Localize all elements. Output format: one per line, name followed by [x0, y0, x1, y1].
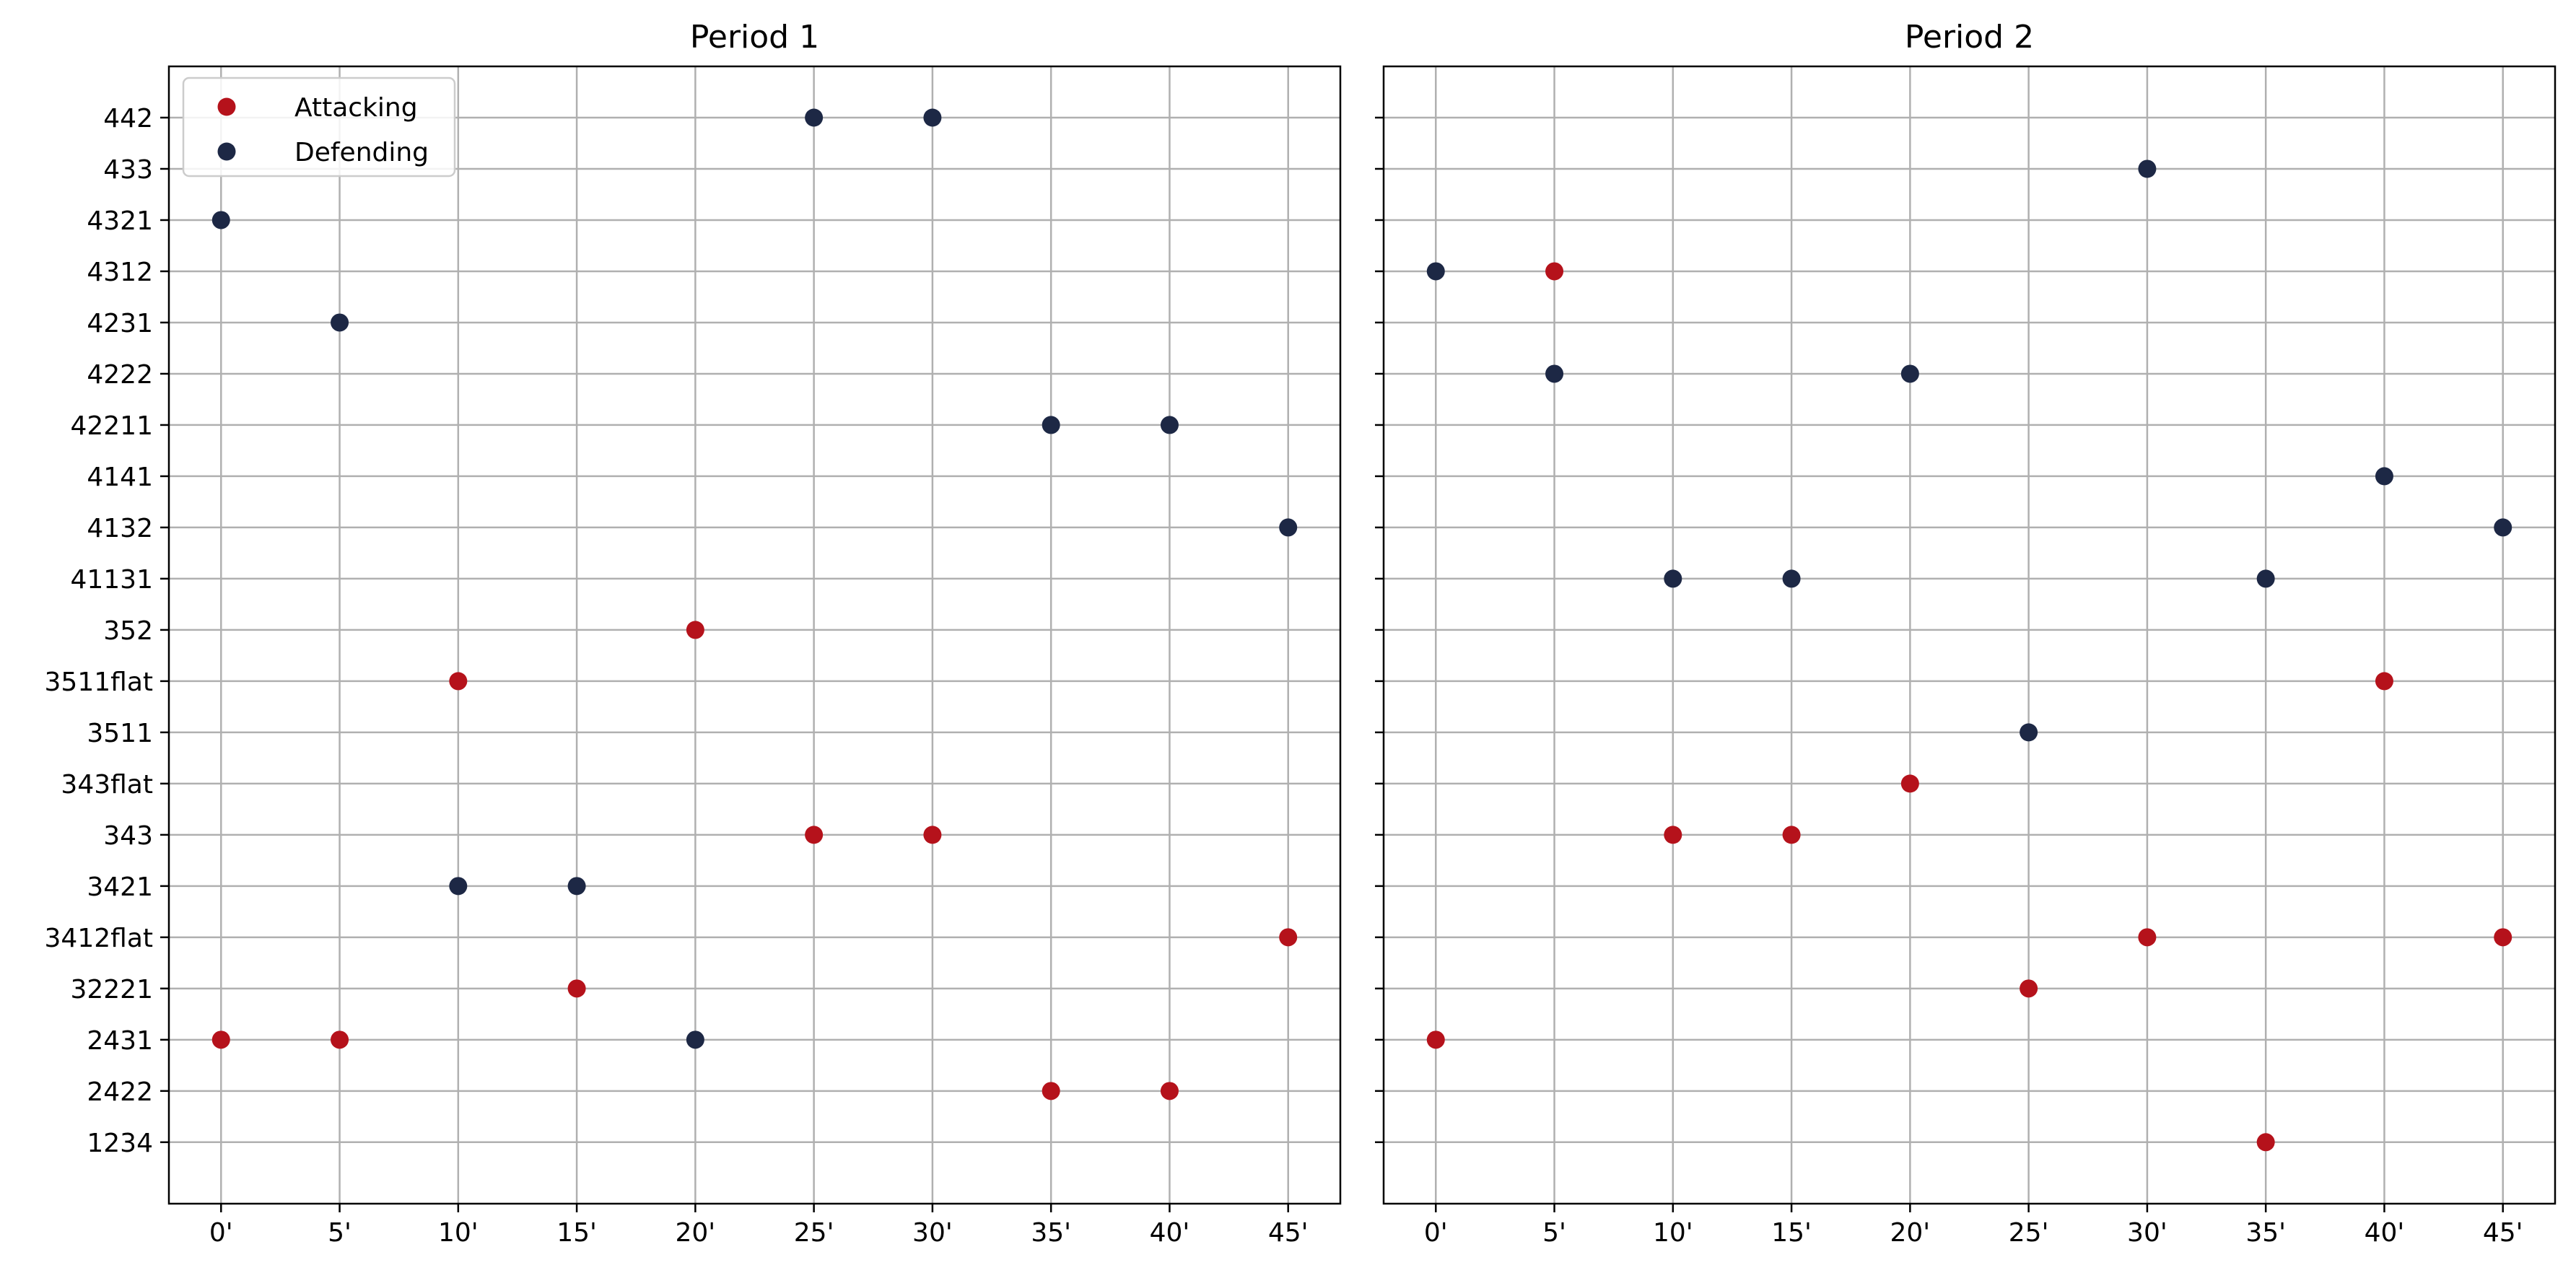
data-point-attacking — [567, 979, 586, 998]
y-tick-label: 352 — [103, 616, 153, 646]
data-point-attacking — [686, 621, 704, 639]
legend-label: Defending — [294, 138, 429, 167]
x-tick-label: 0' — [209, 1218, 233, 1248]
x-tick-label: 35' — [1031, 1218, 1071, 1248]
y-tick-label: 2431 — [87, 1026, 153, 1056]
data-point-attacking — [2020, 979, 2038, 998]
data-point-attacking — [1900, 774, 1919, 793]
data-point-defending — [686, 1030, 704, 1049]
data-point-defending — [2494, 518, 2512, 537]
legend-marker-attacking — [217, 97, 236, 116]
data-point-attacking — [1782, 826, 1801, 844]
x-tick-label: 45' — [1268, 1218, 1309, 1248]
data-point-defending — [2256, 569, 2275, 588]
data-point-attacking — [331, 1030, 349, 1049]
axes-frame — [1382, 65, 2557, 1205]
x-tick-label: 20' — [676, 1218, 716, 1248]
data-point-defending — [805, 108, 824, 127]
data-point-attacking — [211, 1030, 230, 1049]
x-tick-label: 30' — [2127, 1218, 2167, 1248]
x-tick-label: 40' — [1150, 1218, 1190, 1248]
y-tick-label: 32221 — [70, 975, 153, 1005]
x-tick-label: 15' — [1771, 1218, 1812, 1248]
data-point-attacking — [1664, 826, 1682, 844]
data-point-attacking — [2494, 928, 2512, 947]
data-point-defending — [331, 313, 349, 332]
y-tick-label: 343 — [103, 821, 153, 851]
data-point-defending — [2138, 159, 2157, 178]
chart-title: Period 2 — [1905, 19, 2034, 56]
data-point-defending — [1782, 569, 1801, 588]
x-tick-label: 25' — [794, 1218, 834, 1248]
data-point-attacking — [2138, 928, 2157, 947]
axes-frame — [167, 65, 1342, 1205]
data-point-defending — [1664, 569, 1682, 588]
chart-panel-1: 0' 5' 10' 15' 20' 25' 30' 35' 40' 45' 1234 2422 2431… — [45, 19, 1342, 1248]
data-point-defending — [1426, 262, 1445, 281]
data-point-defending — [923, 108, 942, 127]
data-point-attacking — [1160, 1082, 1179, 1100]
y-tick-label: 4321 — [87, 206, 153, 236]
data-point-defending — [1545, 364, 1564, 383]
data-point-attacking — [1042, 1082, 1060, 1100]
data-point-attacking — [449, 672, 468, 691]
y-tick-label: 4222 — [87, 360, 153, 390]
y-tick-label: 2422 — [87, 1077, 153, 1107]
data-point-attacking — [2256, 1133, 2275, 1152]
y-tick-label: 4132 — [87, 514, 153, 543]
y-tick-label: 4231 — [87, 309, 153, 338]
data-point-defending — [1042, 416, 1060, 434]
legend-marker-defending — [217, 142, 236, 161]
y-tick-label: 3421 — [87, 872, 153, 902]
x-tick-label: 10' — [1653, 1218, 1693, 1248]
chart-panel-2: 0' 5' 10' 15' 20' 25' 30' 35' 40' 45' Period 2 — [1375, 19, 2557, 1248]
y-tick-label: 42211 — [70, 411, 153, 441]
x-tick-label: 40' — [2365, 1218, 2405, 1248]
y-tick-label: 3412flat — [45, 924, 153, 953]
y-tick-label: 442 — [103, 104, 153, 134]
x-tick-label: 15' — [556, 1218, 597, 1248]
x-tick-label: 25' — [2009, 1218, 2049, 1248]
y-tick-label: 4141 — [87, 463, 153, 492]
data-point-defending — [2375, 467, 2393, 486]
y-tick-label: 3511 — [87, 719, 153, 748]
data-point-defending — [567, 877, 586, 896]
data-point-attacking — [805, 826, 824, 844]
data-point-attacking — [923, 826, 942, 844]
y-tick-label: 4312 — [87, 258, 153, 287]
x-tick-label: 35' — [2245, 1218, 2286, 1248]
y-tick-label: 1234 — [87, 1129, 153, 1158]
legend-label: Attacking — [294, 93, 418, 123]
y-tick-label: 343flat — [61, 770, 153, 800]
data-point-attacking — [1426, 1030, 1445, 1049]
data-point-defending — [1900, 364, 1919, 383]
x-tick-label: 10' — [438, 1218, 479, 1248]
y-tick-label: 41131 — [70, 565, 153, 595]
x-tick-label: 45' — [2483, 1218, 2523, 1248]
data-point-defending — [2020, 723, 2038, 742]
chart-title: Period 1 — [690, 19, 819, 56]
x-tick-label: 0' — [1424, 1218, 1448, 1248]
x-tick-label: 5' — [1542, 1218, 1566, 1248]
y-tick-label: 433 — [103, 155, 153, 185]
data-point-defending — [1160, 416, 1179, 434]
data-point-attacking — [1545, 262, 1564, 281]
x-tick-label: 30' — [912, 1218, 953, 1248]
data-point-defending — [211, 211, 230, 229]
x-tick-label: 5' — [328, 1218, 352, 1248]
data-point-defending — [449, 877, 468, 896]
data-point-defending — [1279, 518, 1298, 537]
legend-box — [182, 76, 456, 178]
x-tick-label: 20' — [1890, 1218, 1931, 1248]
data-point-attacking — [2375, 672, 2393, 691]
data-point-attacking — [1279, 928, 1298, 947]
y-tick-label: 3511flat — [45, 668, 153, 697]
legend: Attacking Defending — [182, 76, 456, 178]
